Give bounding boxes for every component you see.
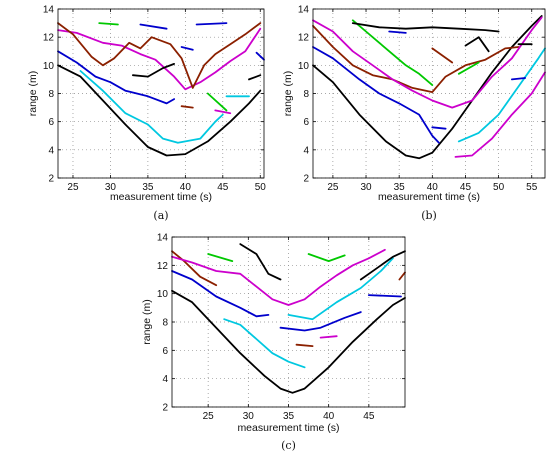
x-tick-label: 25 <box>203 411 215 422</box>
series-line <box>359 250 406 281</box>
y-tick-label: 10 <box>157 289 169 300</box>
chart-panel: 25 30 35 40 45 50 55 2 4 6 8 10 12 14 measurement time… <box>282 5 546 222</box>
series-line <box>206 92 228 112</box>
x-tick-label: 25 <box>327 182 339 193</box>
y-tick-label: 12 <box>43 33 55 44</box>
y-tick-label: 14 <box>43 5 55 16</box>
x-tick-label: 40 <box>427 182 439 193</box>
series-line <box>351 19 434 86</box>
series-line <box>454 71 546 158</box>
y-tick-label: 2 <box>48 174 54 185</box>
series-line <box>79 70 224 144</box>
x-tick-label: 45 <box>460 182 472 193</box>
series-line <box>139 23 168 30</box>
x-tick-label: 50 <box>255 182 267 193</box>
x-tick-label: 50 <box>493 182 505 193</box>
series-line <box>131 63 176 78</box>
x-tick-label: 35 <box>142 182 154 193</box>
x-tick-label: 40 <box>323 411 335 422</box>
chart-panel: 25 30 35 40 45 50 2 4 6 8 10 12 14 measurement time (… <box>27 5 266 223</box>
series-line <box>431 47 454 64</box>
x-tick-label: 35 <box>283 411 295 422</box>
y-tick-label: 6 <box>162 346 168 357</box>
x-tick-label: 55 <box>526 182 538 193</box>
panel-caption: (a) <box>153 209 168 222</box>
series-line <box>171 248 386 306</box>
x-axis-label: measurement time (s) <box>110 191 212 203</box>
series-line <box>295 343 314 348</box>
y-tick-label: 12 <box>298 33 310 44</box>
series-line <box>510 77 526 81</box>
y-tick-label: 10 <box>43 61 55 72</box>
y-tick-label: 6 <box>303 117 309 128</box>
series-line <box>312 16 543 109</box>
y-tick-label: 8 <box>303 89 309 100</box>
plot-area <box>58 9 264 178</box>
x-tick-label: 40 <box>180 182 192 193</box>
x-tick-label: 45 <box>217 182 229 193</box>
series-line <box>248 74 262 81</box>
series-line <box>171 289 406 394</box>
series-line <box>214 109 232 115</box>
series-line <box>57 27 262 91</box>
series-line <box>255 51 265 61</box>
series-line <box>287 257 394 321</box>
y-tick-label: 14 <box>298 5 310 16</box>
series-line <box>171 250 218 287</box>
series-line <box>457 47 546 143</box>
y-tick-label: 8 <box>48 89 54 100</box>
y-tick-label: 2 <box>303 174 309 185</box>
y-axis-label: range (m) <box>282 71 294 117</box>
series-line <box>207 253 234 263</box>
series-line <box>307 253 346 263</box>
series-line <box>312 24 520 93</box>
y-tick-label: 2 <box>162 403 168 414</box>
x-axis-label: measurement time (s) <box>378 191 480 203</box>
x-tick-label: 25 <box>67 182 79 193</box>
y-tick-label: 12 <box>157 261 169 272</box>
series-line <box>312 46 440 144</box>
y-tick-label: 4 <box>48 145 54 156</box>
y-tick-label: 10 <box>298 61 310 72</box>
y-tick-label: 6 <box>48 117 54 128</box>
series-line <box>57 50 176 105</box>
series-line <box>457 61 480 75</box>
series-line <box>98 22 119 26</box>
series-line <box>398 271 406 281</box>
series-line <box>223 318 306 369</box>
series-line <box>351 22 500 33</box>
y-tick-label: 4 <box>162 374 168 385</box>
x-axis-label: measurement time (s) <box>237 422 339 434</box>
panel-caption: (c) <box>281 439 296 452</box>
series-line <box>57 64 262 157</box>
x-tick-label: 30 <box>243 411 255 422</box>
series-line <box>180 105 194 109</box>
series-line <box>464 36 490 53</box>
x-tick-label: 30 <box>360 182 372 193</box>
series-line <box>57 22 262 89</box>
x-tick-label: 30 <box>105 182 117 193</box>
y-tick-label: 4 <box>303 145 309 156</box>
series-line <box>180 46 194 51</box>
chart-panel: 25 30 35 40 45 2 4 6 8 10 12 14 measurement time (s)… <box>141 233 406 452</box>
series-line <box>431 126 447 130</box>
series-line <box>319 335 338 339</box>
x-tick-label: 45 <box>363 411 375 422</box>
series-line <box>388 30 407 34</box>
series-line <box>367 294 402 298</box>
panel-caption: (b) <box>421 209 437 222</box>
series-line <box>195 22 228 26</box>
y-tick-label: 8 <box>162 318 168 329</box>
series-line <box>171 270 270 318</box>
y-axis-label: range (m) <box>27 71 39 117</box>
series-line <box>279 311 362 332</box>
y-tick-label: 14 <box>157 233 169 244</box>
x-tick-label: 35 <box>394 182 406 193</box>
y-axis-label: range (m) <box>141 299 153 345</box>
series-line <box>239 243 282 281</box>
